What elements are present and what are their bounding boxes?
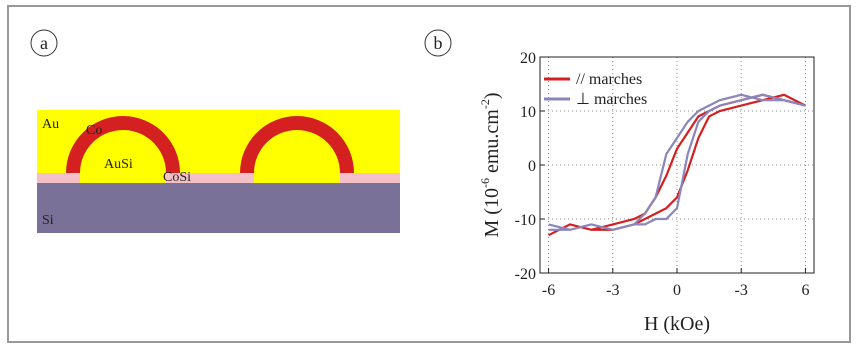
x-tick-label: -6 bbox=[542, 282, 555, 299]
layer-label: Co bbox=[86, 123, 102, 138]
y-axis-label: M (10-6 emu.cm-2) bbox=[478, 93, 503, 238]
panel-badge bbox=[30, 29, 58, 57]
y-tick-label: -10 bbox=[515, 212, 536, 229]
co-arc bbox=[240, 116, 354, 173]
legend-label: ⊥ marches bbox=[576, 91, 647, 108]
layer-label: CoSi bbox=[163, 170, 191, 185]
y-tick-label: 20 bbox=[520, 50, 536, 67]
x-tick-label: -3 bbox=[606, 282, 619, 299]
x-tick-label: 0 bbox=[673, 282, 681, 299]
x-tick-label: 6 bbox=[801, 282, 809, 299]
y-tick-label: 10 bbox=[520, 104, 536, 121]
ausi-region bbox=[254, 172, 340, 183]
y-tick-label: -20 bbox=[515, 266, 536, 283]
co-arc bbox=[66, 116, 180, 173]
y-axis-label-part: -2 bbox=[478, 99, 492, 109]
panel-label: a bbox=[40, 33, 48, 53]
plot: -20 -10 0 10 20 -6 -3 0 -3 6 // marches ⊥ marches H … bbox=[478, 50, 815, 335]
ausi-region bbox=[80, 172, 166, 183]
panel-badge bbox=[424, 29, 452, 57]
y-axis-label-part: emu.cm bbox=[481, 109, 503, 178]
layer-label: Si bbox=[42, 213, 54, 228]
si-layer bbox=[37, 183, 400, 233]
panel-label: b bbox=[434, 33, 443, 53]
cosi-layer bbox=[37, 173, 400, 183]
y-axis-label-part: M (10 bbox=[481, 188, 503, 237]
y-axis-label-part: -6 bbox=[478, 178, 492, 188]
layer-label: Au bbox=[42, 117, 59, 132]
x-tick-label: -3 bbox=[735, 282, 748, 299]
x-axis-label: H (kOe) bbox=[644, 313, 710, 335]
legend-label: // marches bbox=[576, 71, 642, 88]
y-axis-label-part: ) bbox=[481, 93, 503, 100]
layer-label: AuSi bbox=[104, 157, 133, 172]
plot-frame bbox=[539, 56, 815, 274]
y-tick-label: 0 bbox=[528, 158, 536, 175]
